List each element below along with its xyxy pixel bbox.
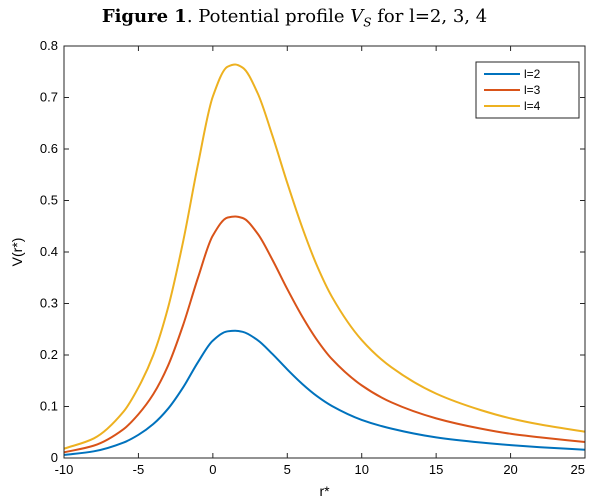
x-axis-label: r* bbox=[319, 483, 330, 499]
y-tick-label: 0.5 bbox=[40, 193, 58, 208]
series-line-2 bbox=[63, 215, 586, 454]
series-line-1 bbox=[63, 329, 586, 456]
legend-label-2: l=3 bbox=[524, 83, 541, 97]
legend: l=2 l=3 l=4 bbox=[475, 61, 580, 119]
figure-caption: Figure 1. Potential profile VS for l=2, … bbox=[0, 6, 589, 30]
legend-label-3: l=4 bbox=[524, 99, 541, 113]
caption-text: . Potential profile bbox=[186, 6, 351, 27]
y-tick-label: 0.7 bbox=[40, 90, 58, 105]
series-line-3 bbox=[63, 63, 586, 450]
x-tick-label: -10 bbox=[55, 462, 74, 477]
y-tick-label: 0.3 bbox=[40, 296, 58, 311]
series-lines bbox=[63, 63, 586, 456]
y-tick-label: 0.2 bbox=[40, 347, 58, 362]
x-tick-label: -5 bbox=[133, 462, 145, 477]
axis-ticks: -10 -5 0 5 10 15 20 25 0 0.1 0.2 0.3 0.4 0.5 0.6 0.7 0.8 bbox=[40, 38, 586, 477]
y-tick-label: 0.1 bbox=[40, 399, 58, 414]
x-tick-label: 15 bbox=[429, 462, 443, 477]
x-tick-label: 25 bbox=[571, 462, 585, 477]
y-tick-label: 0.6 bbox=[40, 141, 58, 156]
x-tick-label: 0 bbox=[209, 462, 216, 477]
caption-prefix: Figure 1 bbox=[101, 6, 187, 27]
y-tick-label: 0 bbox=[51, 450, 58, 465]
legend-label-1: l=2 bbox=[524, 67, 541, 81]
x-tick-label: 5 bbox=[284, 462, 291, 477]
y-tick-label: 0.8 bbox=[40, 38, 58, 53]
y-tick-label: 0.4 bbox=[40, 244, 58, 259]
caption-suffix: for l=2, 3, 4 bbox=[371, 6, 488, 27]
x-tick-label: 20 bbox=[503, 462, 517, 477]
x-tick-label: 10 bbox=[354, 462, 368, 477]
y-axis-label: V(r*) bbox=[9, 238, 25, 267]
caption-subscript: S bbox=[363, 15, 372, 30]
caption-symbol: V bbox=[350, 6, 364, 27]
